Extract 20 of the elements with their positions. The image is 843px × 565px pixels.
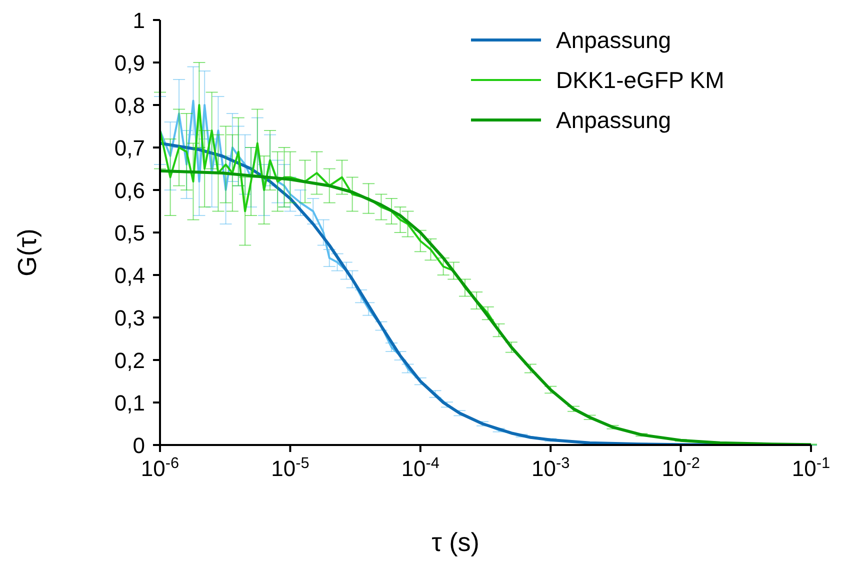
legend-label: Anpassung: [556, 27, 672, 53]
x-tick-label: 10$^{-2}$: [662, 454, 700, 481]
y-tick-label: 1: [132, 8, 145, 33]
y-tick-label: 0,2: [114, 348, 145, 373]
y-tick-label: 0,6: [114, 178, 145, 203]
x-tick-label: 10$^{-1}$: [792, 454, 830, 481]
y-tick-label: 0,4: [114, 263, 145, 288]
y-tick-label: 0,8: [114, 93, 145, 118]
legend-label: Anpassung: [556, 107, 672, 133]
x-axis-title: τ (s): [432, 527, 480, 557]
x-tick-label: 10$^{-3}$: [532, 454, 570, 481]
y-tick-label: 0,1: [114, 390, 145, 416]
y-tick-label: 0,9: [114, 50, 145, 76]
y-tick-label: 0,5: [114, 220, 145, 246]
x-tick-label: 10$^{-5}$: [271, 454, 310, 481]
x-tick-label: 10$^{-4}$: [401, 454, 440, 481]
y-tick-label: 0,7: [114, 136, 145, 160]
y-tick-label: 0,3: [114, 306, 145, 330]
legend-label: DKK1-eGFP KM: [556, 67, 724, 93]
y-axis-title: G(τ): [12, 228, 42, 276]
